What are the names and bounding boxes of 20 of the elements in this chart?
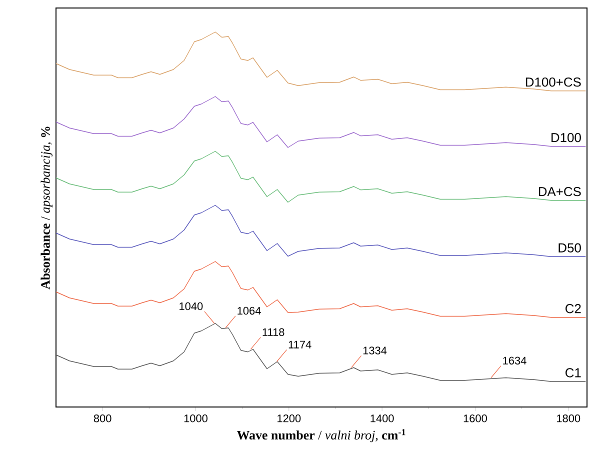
series-label: D50 xyxy=(558,243,581,252)
annotation: 1118 xyxy=(262,328,284,336)
series-label: C2 xyxy=(566,304,581,314)
x-tick-label: 1200 xyxy=(278,414,301,422)
text: Wave number / valni broj, cm$^{-1}$ xyxy=(236,429,406,442)
series-label: C1 xyxy=(566,368,581,378)
x-tick-label: 1600 xyxy=(464,414,487,422)
x-tick-label: 1400 xyxy=(370,414,394,422)
series-label: DA+CS xyxy=(538,187,581,196)
annotation: 1040 xyxy=(180,302,203,310)
annotation: 1334 xyxy=(363,346,387,354)
x-tick-label: 800 xyxy=(94,414,112,422)
x-tick-label: 1800 xyxy=(557,414,580,422)
series-label: D100 xyxy=(552,133,581,142)
annotation: 1174 xyxy=(288,340,312,348)
x-tick-label: 1000 xyxy=(184,414,208,422)
series-label: D100+CS xyxy=(526,78,581,87)
annotation: 1064 xyxy=(238,306,261,315)
y-axis-title: Absorbance / apsorbancija, % xyxy=(40,126,52,290)
annotation: 1634 xyxy=(503,356,526,364)
